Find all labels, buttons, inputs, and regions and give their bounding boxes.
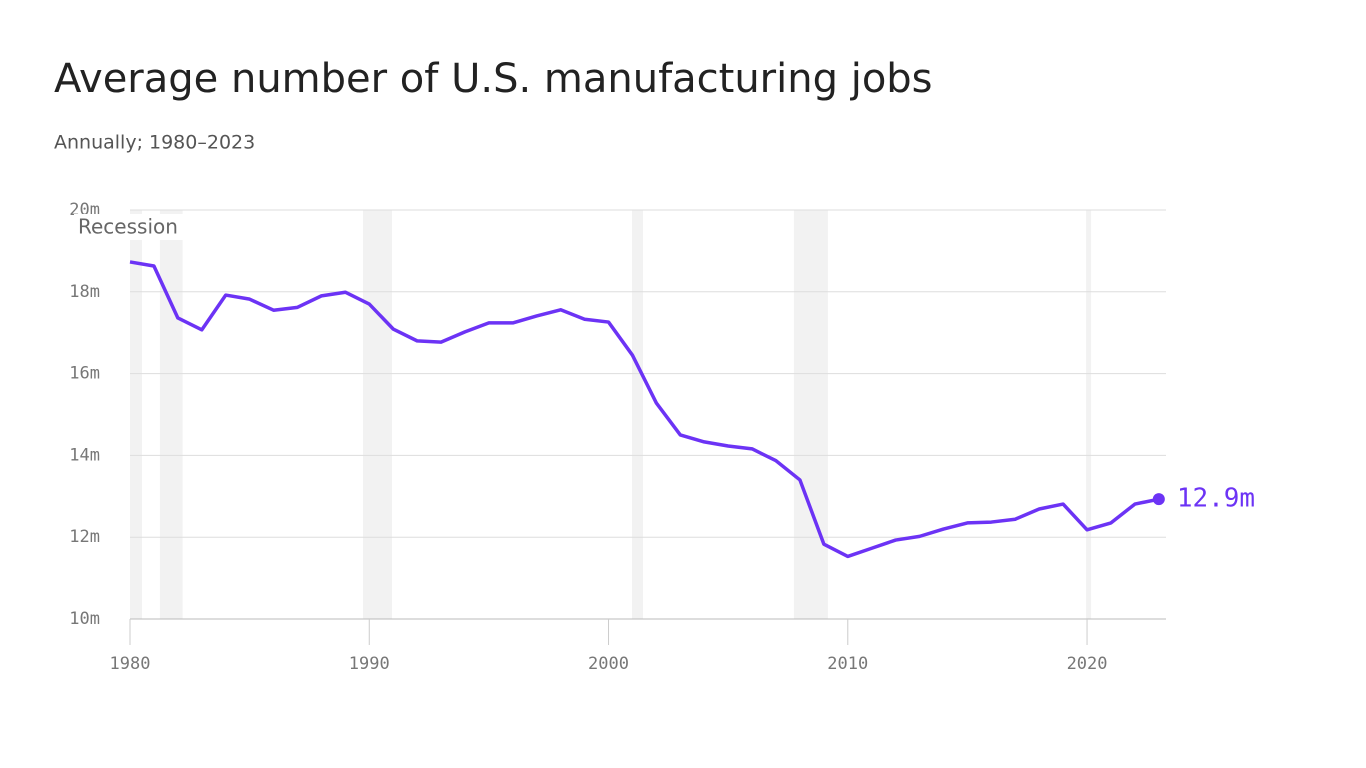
end-point xyxy=(1152,493,1165,506)
y-tick-label: 14m xyxy=(69,445,100,465)
y-tick-label: 10m xyxy=(69,609,100,629)
recession-band xyxy=(363,210,392,619)
data-line xyxy=(129,260,1160,559)
y-tick-label: 18m xyxy=(69,282,100,302)
recession-band xyxy=(793,210,828,619)
y-tick-label: 16m xyxy=(69,364,100,384)
chart-subtitle: Annually; 1980–2023 xyxy=(54,132,255,154)
recession-band xyxy=(130,210,142,619)
recession-band xyxy=(159,210,183,619)
recession-band xyxy=(631,210,643,619)
label-backing xyxy=(74,214,194,240)
x-tick-label: 2000 xyxy=(588,654,629,674)
recession-label: Recession xyxy=(78,215,178,239)
x-tick-label: 1980 xyxy=(110,654,151,674)
y-tick-label: 12m xyxy=(69,527,100,547)
end-label: 12.9m xyxy=(1177,484,1255,514)
x-tick-label: 2010 xyxy=(827,654,868,674)
chart-title: Average number of U.S. manufacturing job… xyxy=(54,56,933,102)
recession-band xyxy=(1086,210,1092,619)
x-tick-label: 2020 xyxy=(1067,654,1108,674)
x-tick-label: 1990 xyxy=(349,654,390,674)
